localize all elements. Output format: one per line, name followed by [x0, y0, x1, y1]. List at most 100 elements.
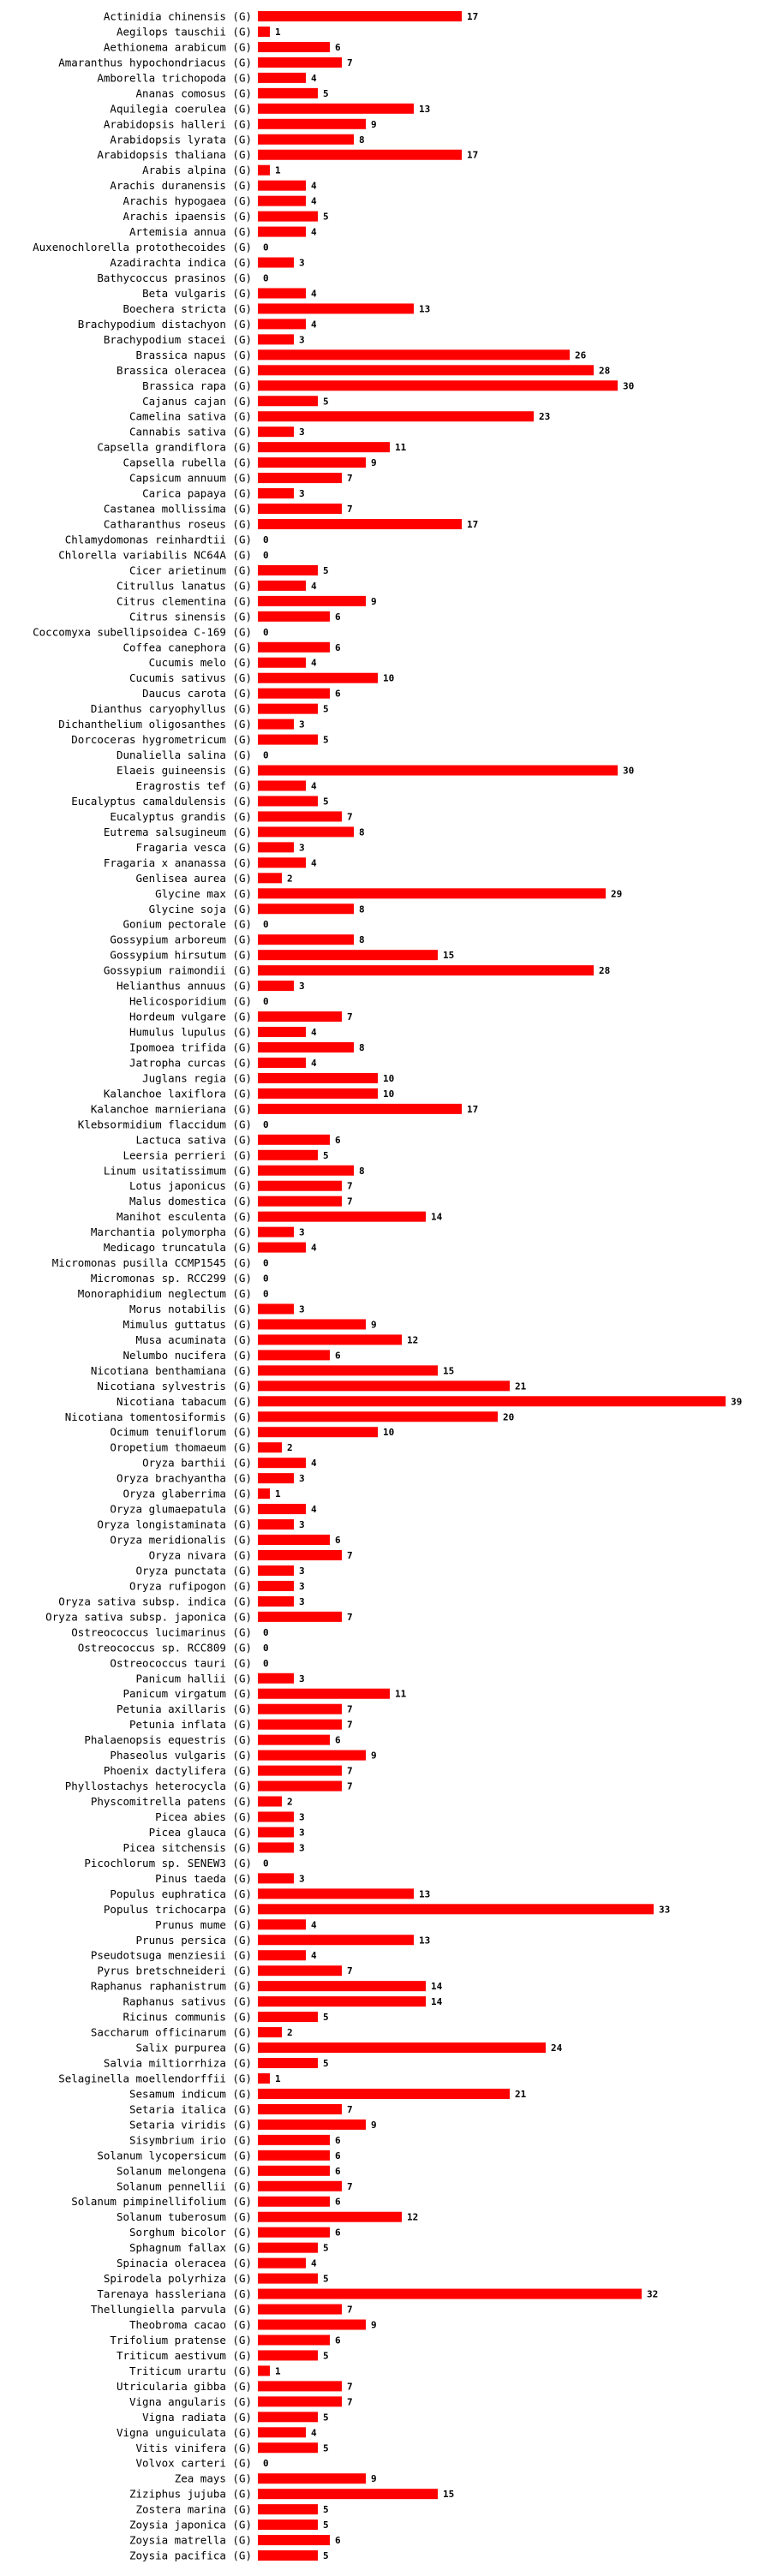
value-label: 32	[647, 2289, 658, 2300]
bar	[258, 226, 306, 237]
bar	[258, 672, 378, 683]
category-label: Jatropha curcas (G)	[129, 1056, 252, 1069]
bar	[258, 1950, 306, 1961]
value-label: 9	[371, 2473, 377, 2484]
bar	[258, 2072, 270, 2084]
bar	[258, 180, 306, 191]
bar	[258, 1488, 270, 1500]
bar	[258, 1888, 414, 1899]
category-label: Castanea mollissima (G)	[104, 503, 252, 516]
value-label: 13	[419, 1935, 430, 1946]
bar	[258, 1965, 342, 1977]
bar	[258, 1242, 306, 1253]
category-label: Brassica napus (G)	[136, 349, 252, 361]
category-label: Aethionema arabicum (G)	[104, 40, 252, 53]
category-label: Nelumbo nucifera (G)	[123, 1349, 252, 1362]
value-label: 5	[323, 2350, 329, 2361]
value-label: 9	[371, 1319, 377, 1330]
bar	[258, 1904, 654, 1915]
bar	[258, 1103, 462, 1114]
value-label: 6	[335, 2227, 341, 2239]
value-label: 5	[323, 2442, 329, 2454]
bar	[258, 2134, 330, 2145]
bar	[258, 2288, 642, 2299]
category-label: Medicago truncatula (G)	[104, 1241, 252, 1254]
category-label: Solanum lycopersicum (G)	[97, 2149, 252, 2162]
bar	[258, 2412, 318, 2423]
bar	[258, 1811, 294, 1822]
category-label: Picea sitchensis (G)	[123, 1841, 252, 1854]
category-label: Oryza meridionalis (G)	[110, 1534, 252, 1547]
category-label: Salix purpurea (G)	[136, 2042, 252, 2054]
value-label: 3	[299, 1227, 305, 1238]
bar	[258, 580, 306, 591]
bar	[258, 1011, 342, 1023]
value-label: 4	[311, 288, 317, 299]
bar	[258, 1211, 426, 1222]
category-label: Selaginella moellendorffii (G)	[58, 2072, 252, 2084]
bar	[258, 1703, 342, 1714]
value-label: 5	[323, 88, 329, 99]
value-label: 0	[263, 1857, 269, 1869]
value-label: 5	[323, 1150, 329, 1161]
value-label: 0	[263, 1119, 269, 1130]
bar	[258, 2381, 342, 2392]
bar	[258, 2334, 330, 2346]
bar	[258, 1442, 282, 1453]
category-label: Phoenix dactylifera (G)	[104, 1764, 252, 1777]
category-label: Kalanchoe laxiflora (G)	[104, 1087, 252, 1100]
category-label: Raphanus sativus (G)	[123, 1995, 252, 2008]
value-label: 1	[275, 2365, 281, 2376]
category-label: Gossypium arboreum (G)	[110, 933, 252, 946]
value-label: 15	[443, 2489, 454, 2500]
category-label: Morus notabilis (G)	[129, 1303, 252, 1315]
value-label: 7	[347, 1965, 353, 1977]
category-label: Catharanthus roseus (G)	[104, 518, 252, 531]
bar	[258, 2257, 306, 2269]
bar	[258, 2550, 318, 2561]
category-label: Gonium pectorale (G)	[123, 918, 252, 931]
value-label: 6	[335, 1135, 341, 1146]
value-label: 33	[659, 1904, 670, 1915]
value-label: 3	[299, 1827, 305, 1838]
category-label: Azadirachta indica (G)	[110, 256, 252, 269]
category-label: Arachis duranensis (G)	[110, 179, 252, 192]
value-label: 7	[347, 1550, 353, 1561]
value-label: 4	[311, 196, 317, 207]
category-label: Kalanchoe marnieriana (G)	[91, 1102, 252, 1115]
bar	[258, 41, 330, 52]
bar	[258, 641, 330, 653]
value-label: 13	[419, 303, 430, 314]
value-label: 6	[335, 642, 341, 653]
category-label: Ocimum tenuiflorum (G)	[110, 1426, 252, 1439]
category-label: Chlorella variabilis NC64A (G)	[58, 548, 252, 561]
bar	[258, 2365, 270, 2376]
category-label: Dorcoceras hygrometricum (G)	[71, 733, 252, 746]
category-label: Capsella rubella (G)	[123, 456, 252, 469]
bar	[258, 411, 534, 422]
category-label: Elaeis guineensis (G)	[117, 764, 252, 777]
category-label: Phaseolus vulgaris (G)	[110, 1749, 252, 1762]
category-label: Fragaria vesca (G)	[136, 841, 252, 854]
category-label: Arabidopsis thaliana (G)	[97, 148, 252, 161]
value-label: 4	[311, 2258, 317, 2269]
category-label: Malus domestica (G)	[129, 1195, 252, 1208]
bar	[258, 195, 306, 206]
category-label: Ricinus communis (G)	[123, 2011, 252, 2024]
value-label: 4	[311, 1950, 317, 1961]
category-label: Fragaria x ananassa (G)	[104, 856, 252, 869]
value-label: 3	[299, 1842, 305, 1853]
category-label: Coffea canephora (G)	[123, 641, 252, 653]
category-label: Coccomyxa subellipsoidea C-169 (G)	[33, 625, 252, 638]
category-label: Cicer arietinum (G)	[129, 564, 252, 576]
category-label: Capsicum annuum (G)	[129, 472, 252, 485]
value-label: 0	[263, 996, 269, 1007]
bar	[258, 826, 354, 838]
value-label: 7	[347, 2104, 353, 2115]
category-label: Musa acuminata (G)	[136, 1333, 252, 1346]
bar	[258, 796, 318, 807]
bar	[258, 2350, 318, 2361]
bar	[258, 1580, 294, 1591]
value-label: 0	[263, 627, 269, 638]
